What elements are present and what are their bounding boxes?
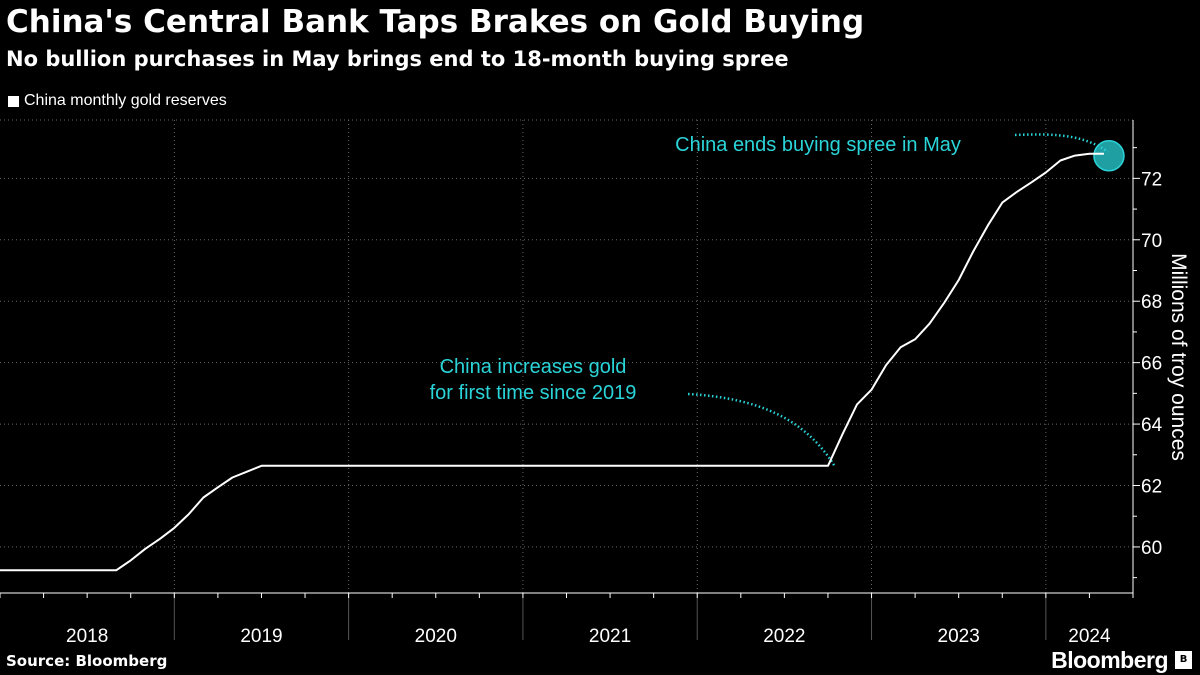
chart-subtitle: No bullion purchases in May brings end t… bbox=[6, 47, 789, 71]
chart-title: China's Central Bank Taps Brakes on Gold… bbox=[6, 4, 865, 40]
x-tick-label: 2023 bbox=[938, 626, 980, 647]
source-note: Source: Bloomberg bbox=[6, 652, 168, 670]
y-tick-label: 62 bbox=[1141, 477, 1162, 498]
annotation-text: China increases gold bbox=[440, 356, 627, 378]
x-tick-label: 2019 bbox=[240, 626, 282, 647]
legend: China monthly gold reserves bbox=[8, 92, 227, 110]
annotation-connector bbox=[1014, 133, 1109, 153]
x-tick-label: 2021 bbox=[589, 626, 631, 647]
legend-label: China monthly gold reserves bbox=[24, 92, 227, 109]
x-tick-label: 2022 bbox=[763, 626, 805, 647]
x-tick-label: 2020 bbox=[415, 626, 457, 647]
y-axis-label: Millions of troy ounces bbox=[1167, 253, 1190, 461]
series-line bbox=[0, 152, 1104, 572]
series-layer bbox=[0, 152, 1104, 572]
y-tick-label: 66 bbox=[1141, 354, 1162, 375]
axes: 60 62 64 66 68 70 72 2018 2019 2020 2021 2022 2023 20… bbox=[0, 120, 1163, 647]
annotations: China increases gold for first time since… bbox=[430, 133, 1125, 467]
legend-swatch bbox=[8, 95, 19, 107]
annotation-text: for first time since 2019 bbox=[430, 382, 637, 404]
y-tick-label: 64 bbox=[1141, 415, 1163, 436]
bloomberg-logo: Bloomberg bbox=[1051, 647, 1168, 673]
x-tick-label: 2018 bbox=[66, 626, 108, 647]
x-tick-label: 2024 bbox=[1068, 626, 1111, 647]
y-tick-label: 60 bbox=[1141, 538, 1162, 559]
annotation-text: China ends buying spree in May bbox=[675, 134, 961, 156]
y-tick-label: 68 bbox=[1141, 292, 1162, 313]
y-tick-label: 70 bbox=[1141, 231, 1162, 252]
y-tick-label: 72 bbox=[1141, 169, 1162, 190]
annotation-connector bbox=[687, 392, 836, 467]
bloomberg-mark-icon: B bbox=[1175, 651, 1192, 669]
